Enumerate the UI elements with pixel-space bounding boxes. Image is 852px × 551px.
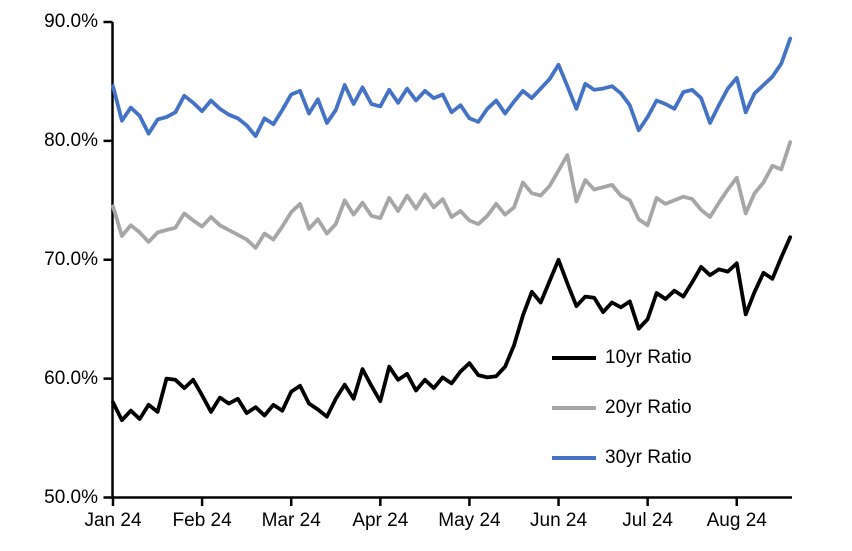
x-axis-label: Jul 24 [622, 510, 673, 531]
y-axis-label: 50.0% [44, 486, 98, 508]
legend-label: 30yr Ratio [605, 447, 692, 468]
20yr-line-swatch-icon [552, 406, 596, 410]
legend-label: 20yr Ratio [605, 397, 692, 418]
series-line-20yr-ratio [111, 140, 793, 250]
x-axis-label: Apr 24 [352, 510, 409, 531]
30yr-line-swatch-icon [552, 456, 596, 460]
legend-item-10yr: 10yr Ratio [552, 346, 692, 370]
series-line-30yr-ratio [111, 36, 793, 139]
chart-legend: 10yr Ratio 20yr Ratio 30yr Ratio [552, 346, 692, 470]
y-axis-label: 60.0% [44, 367, 98, 389]
x-axis-label: Mar 24 [261, 510, 321, 531]
y-axis-label: 70.0% [44, 248, 98, 270]
legend-label: 10yr Ratio [605, 347, 692, 368]
legend-item-20yr: 20yr Ratio [552, 396, 692, 420]
x-axis-label: May 24 [438, 510, 501, 531]
legend-item-30yr: 30yr Ratio [552, 446, 692, 470]
x-axis-label: Jun 24 [530, 510, 588, 531]
y-axis-label: 90.0% [44, 11, 98, 32]
x-axis-label: Aug 24 [706, 510, 767, 531]
x-axis-label: Feb 24 [172, 510, 232, 531]
series-line-10yr-ratio [111, 235, 793, 423]
10yr-line-swatch-icon [552, 356, 596, 360]
x-axis-label: Jan 24 [84, 510, 142, 531]
y-axis-label: 80.0% [44, 129, 98, 151]
